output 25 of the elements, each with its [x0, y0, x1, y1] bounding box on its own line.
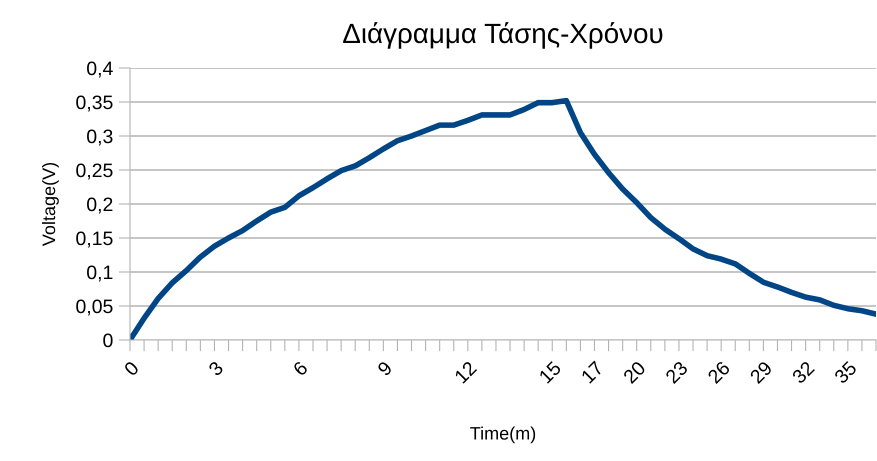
x-tick-label: 29: [749, 360, 773, 384]
x-tick-label: 15: [538, 360, 562, 384]
y-tick-label: 0,4: [87, 61, 113, 78]
x-tick-label: 6: [292, 360, 308, 376]
x-tick-label: 23: [664, 360, 688, 384]
y-tick-label: 0,1: [87, 265, 112, 282]
y-axis-title: Voltage(V): [42, 162, 59, 246]
x-tick-label: 17: [580, 360, 604, 384]
x-tick-label: 0: [123, 360, 140, 377]
x-axis-title: Time(m): [470, 426, 536, 444]
x-tick-label: 32: [791, 360, 816, 384]
chart-title: Διάγραμμα Τάσης-Χρόνου: [343, 22, 662, 49]
y-tick-label: 0,15: [76, 231, 113, 248]
y-tick-label: 0,2: [87, 197, 112, 214]
x-tick-label: 9: [376, 360, 393, 377]
x-tick-label: 3: [208, 360, 224, 377]
y-tick-label: 0,05: [76, 299, 113, 316]
x-tick-label: 26: [706, 360, 731, 384]
x-tick-label: 12: [454, 360, 478, 384]
y-tick-label: 0,3: [87, 129, 112, 146]
x-tick-label: 20: [622, 360, 646, 384]
y-tick-label: 0,35: [76, 95, 113, 112]
x-tick-label: 35: [833, 360, 858, 384]
y-tick-label: 0: [103, 333, 113, 348]
y-tick-label: 0,25: [76, 163, 113, 180]
